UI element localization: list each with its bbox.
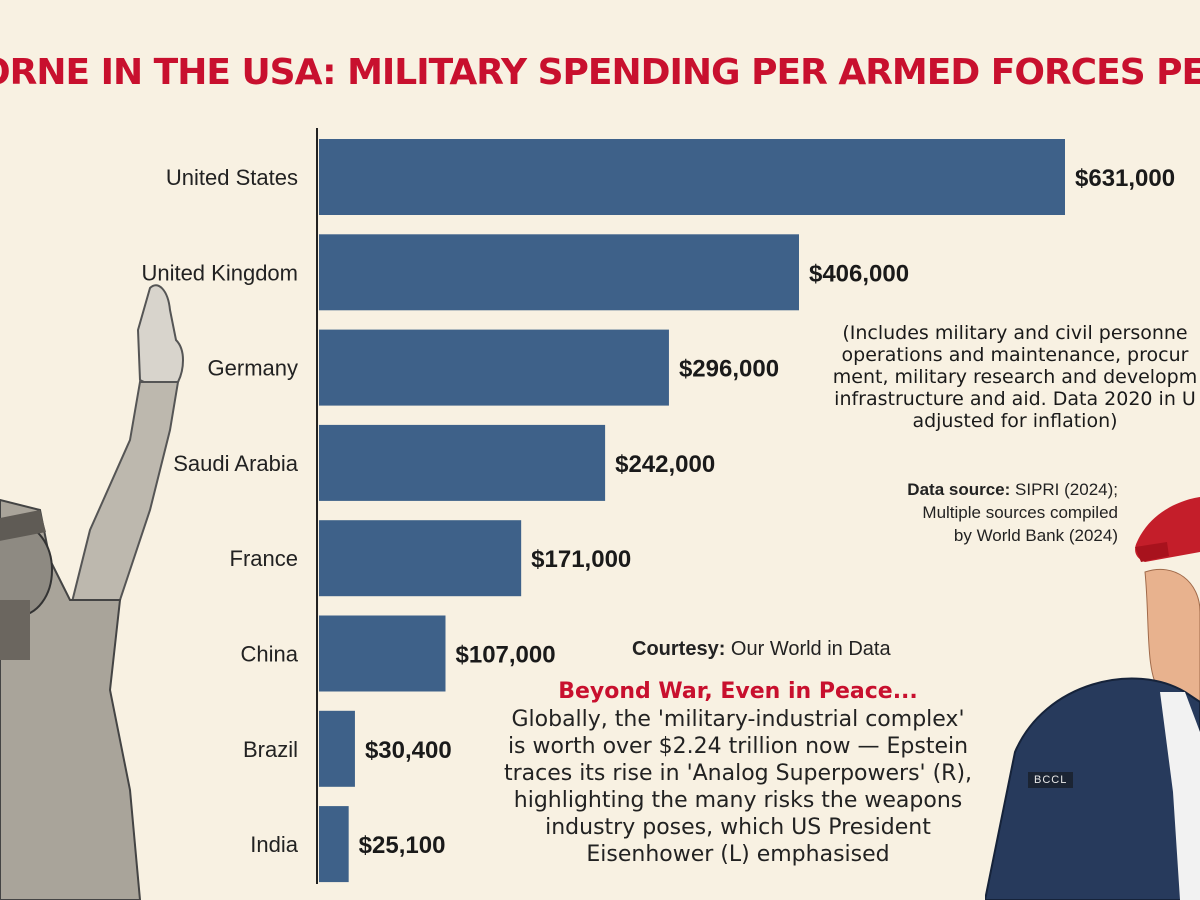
courtesy-credit: Courtesy: Our World in Data [632,638,891,661]
category-label: United States [166,165,298,190]
courtesy-text: Our World in Data [725,638,891,660]
callout-body: Globally, the 'military-industrial compl… [478,706,998,868]
value-label: $30,400 [365,737,452,764]
bar [319,234,799,311]
note-line: adjusted for inflation) [912,410,1118,432]
note-line: (Includes military and civil personne [842,322,1188,344]
callout-line: Globally, the 'military-industrial compl… [511,707,965,732]
bar [319,139,1065,215]
waving-general-photo [0,284,184,900]
category-label: Germany [208,356,298,381]
value-label: $406,000 [809,260,909,287]
courtesy-label: Courtesy: [632,638,726,660]
source-line: Multiple sources compiled [922,503,1118,522]
callout-line: traces its rise in 'Analog Superpowers' … [503,761,973,786]
bar [319,615,446,692]
photo-credit: BCCL [1028,772,1074,788]
note-line: operations and maintenance, procur [841,344,1189,366]
category-label: China [241,642,299,667]
bar [319,710,355,787]
bar [319,329,669,406]
bars-group: United States $631,000 United Kingdom $406,… [141,139,1175,883]
bar [319,520,522,597]
source-line: by World Bank (2024) [953,526,1118,545]
value-label: $25,100 [359,832,446,859]
category-label: Saudi Arabia [173,451,299,476]
category-label: France [230,546,298,571]
bar [319,806,349,883]
callout-line: highlighting the many risks the weapons [513,788,963,813]
callout-line: industry poses, which US President [545,815,931,840]
source-text: SIPRI (2024); [1010,480,1118,499]
callout-heading: Beyond War, Even in Peace... [558,679,918,704]
man-in-red-cap-photo [985,497,1200,900]
value-label: $296,000 [679,356,779,383]
source-label: Data source: [907,480,1011,499]
category-label: United Kingdom [141,260,298,285]
chart-title: ORNE IN THE USA: MILITARY SPENDING PER A… [0,52,1200,93]
value-label: $242,000 [615,451,715,478]
callout-box: Beyond War, Even in Peace... Globally, t… [478,678,998,868]
category-label: Brazil [243,737,298,762]
callout-line: Eisenhower (L) emphasised [586,842,890,867]
callout-line: is worth over $2.24 trillion now — Epste… [507,734,969,759]
category-label: India [250,832,298,857]
bar [319,424,606,501]
methodology-note: (Includes military and civil personne op… [800,322,1200,432]
data-source: Data source: SIPRI (2024); Multiple sour… [860,478,1118,547]
note-line: ment, military research and developm [832,366,1198,388]
value-label: $171,000 [531,546,631,573]
value-label: $107,000 [456,642,556,669]
value-label: $631,000 [1075,165,1175,192]
note-line: infrastructure and aid. Data 2020 in U [834,388,1196,410]
